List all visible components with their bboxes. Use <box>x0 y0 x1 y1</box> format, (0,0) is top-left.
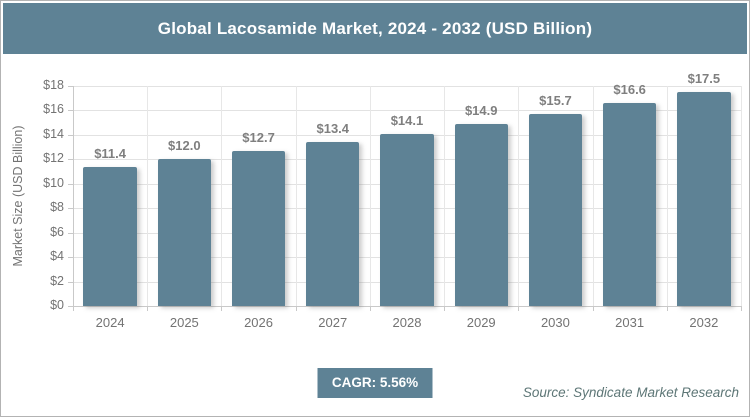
bar <box>602 103 657 306</box>
x-axis-tick <box>444 306 446 311</box>
x-axis-tick <box>295 306 297 311</box>
y-axis-tick <box>68 86 73 87</box>
bar <box>231 150 286 306</box>
x-axis-tick-label: 2027 <box>318 315 348 330</box>
cagr-badge: CAGR: 5.56% <box>317 368 433 398</box>
plot-area: $11.4 $12.0 $12.7 $13.4 $14.1 $14.9 $15.7 $16.6… <box>68 71 742 311</box>
y-axis-tick <box>68 159 73 161</box>
bar-value-label: $14.1 <box>390 112 424 128</box>
bar-value-label: $12.7 <box>242 129 275 145</box>
gridline-vertical <box>518 86 520 306</box>
x-axis-tick-label: 2029 <box>466 315 496 330</box>
bar-value-label: $11.4 <box>94 145 127 161</box>
gridline-vertical <box>444 86 446 306</box>
source-credit: Source: Syndicate Market Research <box>522 385 739 400</box>
y-axis-tick-labels: $0 $2 $4 $6 $8 $10 $12 $14 $16 $18 <box>1 78 64 312</box>
y-axis-tick <box>68 281 73 283</box>
y-axis-tick-label: $0 <box>50 298 64 312</box>
x-axis-tick <box>666 306 668 311</box>
x-axis-tick-label: 2025 <box>169 315 199 330</box>
y-axis-tick <box>68 232 73 234</box>
y-axis-tick-label: $14 <box>43 126 64 141</box>
bar <box>83 166 137 306</box>
x-axis-tick-label: 2031 <box>615 315 645 330</box>
gridline-vertical <box>295 86 297 306</box>
bar-value-label: $17.5 <box>687 71 721 87</box>
bar <box>306 142 360 306</box>
gridline-horizontal <box>73 110 741 112</box>
y-axis-tick <box>68 257 73 259</box>
y-axis-tick <box>68 110 73 112</box>
y-axis-tick-label: $2 <box>50 273 64 288</box>
x-axis-tick <box>73 306 74 311</box>
gridline-horizontal <box>73 306 741 307</box>
x-axis-tick-labels: 2024 2025 2026 2027 2028 2029 2030 2031 2032 <box>73 315 741 333</box>
bar <box>454 123 508 306</box>
bar-value-label: $15.7 <box>539 93 572 109</box>
gridline-horizontal <box>73 86 741 87</box>
gridline-vertical <box>741 86 742 306</box>
y-axis-tick-label: $8 <box>50 200 64 215</box>
y-axis-tick <box>68 183 73 185</box>
x-axis-tick <box>518 306 520 311</box>
bar <box>380 133 434 306</box>
x-axis-tick <box>369 306 371 311</box>
x-axis-tick-label: 2028 <box>392 315 422 330</box>
y-axis-tick-label: $6 <box>50 224 64 239</box>
gridline-vertical <box>666 86 668 306</box>
y-axis-tick-label: $10 <box>43 175 64 190</box>
x-axis-tick <box>592 306 594 311</box>
bar <box>157 159 212 306</box>
bar-value-label: $14.9 <box>464 102 498 118</box>
gridline-vertical <box>147 86 149 306</box>
x-axis-tick-label: 2030 <box>540 315 570 330</box>
bar-value-label: $16.6 <box>613 82 646 98</box>
y-axis-tick-label: $16 <box>43 102 64 117</box>
bar <box>528 114 583 306</box>
bar-value-label: $13.4 <box>316 121 350 137</box>
y-axis-tick-label: $4 <box>50 249 64 264</box>
x-axis-tick <box>741 306 742 311</box>
chart-title: Global Lacosamide Market, 2024 - 2032 (U… <box>3 3 747 54</box>
y-axis-line <box>73 86 74 306</box>
x-axis-tick-label: 2024 <box>95 315 125 330</box>
y-axis-tick <box>68 306 73 307</box>
x-axis-tick <box>147 306 149 311</box>
x-axis-tick-label: 2032 <box>689 315 719 330</box>
x-axis-tick <box>221 306 223 311</box>
bar <box>677 92 731 306</box>
x-axis-tick-label: 2026 <box>244 315 273 330</box>
y-axis-tick-label: $18 <box>43 78 64 92</box>
gridline-vertical <box>592 86 594 306</box>
y-axis-tick <box>68 208 73 210</box>
bar-value-label: $12.0 <box>168 138 201 154</box>
gridline-vertical <box>221 86 223 306</box>
y-axis-tick-label: $12 <box>43 151 64 166</box>
y-axis-tick <box>68 134 73 136</box>
gridline-vertical <box>369 86 371 306</box>
